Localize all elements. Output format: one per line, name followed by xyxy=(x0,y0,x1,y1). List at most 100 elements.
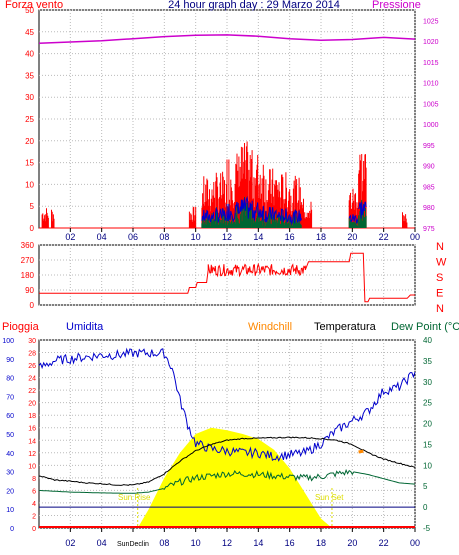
dir-y-tick-label: 180 xyxy=(21,271,35,280)
rain-y-tick-label: 24 xyxy=(28,376,36,383)
wind-x-tick-label: 22 xyxy=(379,232,389,242)
marks-layer xyxy=(38,34,416,528)
temp-x-tick-label: 02 xyxy=(65,538,75,548)
temp-y-tick-label: -5 xyxy=(423,524,431,533)
temp-x-tick-label: 16 xyxy=(285,538,295,548)
wind-x-tick-label: 02 xyxy=(65,232,75,242)
wind-x-tick-label: 18 xyxy=(316,232,326,242)
pressure-y-tick-label: 980 xyxy=(423,205,435,212)
wind-x-tick-label: 04 xyxy=(97,232,107,242)
humidity-y-tick-label: 40 xyxy=(6,451,14,458)
temperature-line xyxy=(38,436,416,486)
humidity-y-tick-label: 0 xyxy=(10,526,14,533)
wind-speed-bars xyxy=(226,203,240,228)
windchill-line xyxy=(358,449,364,454)
wind-speed-bars xyxy=(348,217,360,228)
dir-compass-label: N xyxy=(436,241,444,253)
temp-y-tick-label: 25 xyxy=(423,399,432,408)
humidity-y-tick-label: 10 xyxy=(6,507,14,514)
temp-x-tick-label: 10 xyxy=(191,538,201,548)
wind-x-tick-label: 00 xyxy=(410,232,420,242)
temp-y-tick-label: 35 xyxy=(423,357,432,366)
wind-y-tick-label: 30 xyxy=(25,93,34,102)
wind-x-tick-label: 10 xyxy=(191,232,201,242)
wind-speed-bars xyxy=(239,196,253,228)
temp-y-tick-label: 20 xyxy=(423,420,432,429)
humidity-y-tick-label: 50 xyxy=(6,432,14,439)
wind-y-tick-label: 45 xyxy=(25,28,34,37)
humidity-axis-label: Umidita xyxy=(66,321,104,333)
wind-x-tick-label: 16 xyxy=(285,232,295,242)
wind-average-line xyxy=(348,214,360,224)
wind-y-tick-label: 40 xyxy=(25,50,34,59)
humidity-y-tick-label: 90 xyxy=(6,357,14,364)
sun-x-label: SunDeclin xyxy=(117,541,149,548)
pressure-y-tick-label: 1010 xyxy=(423,81,439,88)
temp-y-tick-label: 10 xyxy=(423,461,432,470)
pressure-y-tick-label: 985 xyxy=(423,184,435,191)
wind-speed-bars xyxy=(201,213,215,228)
wind-average-line xyxy=(226,201,240,223)
pressure-y-tick-label: 1005 xyxy=(423,101,439,108)
humidity-y-tick-label: 20 xyxy=(6,488,14,495)
wind-y-tick-label: 15 xyxy=(25,159,34,168)
dir-compass-label: W xyxy=(436,257,447,269)
wind-gust-bars xyxy=(41,208,49,228)
temp-y-tick-label: 40 xyxy=(423,336,432,345)
temp-x-tick-label: 14 xyxy=(253,538,263,548)
wind-gust-bars xyxy=(402,212,408,228)
wind-y-tick-label: 20 xyxy=(25,137,34,146)
rain-y-tick-label: 18 xyxy=(28,413,36,420)
wind-speed-bars xyxy=(276,208,291,228)
dir-y-tick-label: 90 xyxy=(25,286,34,295)
sun-set-label: Sun Set xyxy=(315,493,344,502)
pressure-y-tick-label: 995 xyxy=(423,143,435,150)
temp-x-tick-label: 00 xyxy=(410,538,420,548)
wind-gust-bars xyxy=(51,209,55,228)
rain-y-tick-label: 26 xyxy=(28,363,36,370)
dewpoint-label: Dew Point (°C xyxy=(391,321,459,333)
rain-y-tick-label: 22 xyxy=(28,388,36,395)
wind-gust-bars xyxy=(301,198,313,228)
temp-y-tick-label: 0 xyxy=(423,503,428,512)
wind-y-tick-label: 50 xyxy=(25,6,34,15)
temp-x-tick-label: 18 xyxy=(316,538,326,548)
pressure-y-tick-label: 975 xyxy=(423,226,435,233)
temp-x-tick-label: 22 xyxy=(379,538,389,548)
wind-speed-bars xyxy=(251,204,266,228)
rain-y-tick-label: 8 xyxy=(32,476,36,483)
rain-y-tick-label: 6 xyxy=(32,488,36,495)
rain-y-tick-label: 12 xyxy=(28,451,36,458)
humidity-y-tick-label: 30 xyxy=(6,470,14,477)
wind-average-line xyxy=(264,207,278,223)
windchill-label: Windchill xyxy=(248,321,292,333)
wind-average-line xyxy=(214,206,228,223)
wind-gust-bars xyxy=(188,206,197,228)
wind-average-line xyxy=(251,200,266,221)
dir-y-tick-label: 0 xyxy=(30,301,35,310)
rain-y-tick-label: 14 xyxy=(28,438,36,445)
pressure-y-tick-label: 1000 xyxy=(423,122,439,129)
rain-y-tick-label: 2 xyxy=(32,513,36,520)
wind-average-line xyxy=(201,209,215,223)
dir-y-tick-label: 360 xyxy=(21,241,35,250)
ticks-layer: 02 04 06 08 10 12 14 16 18 20 22 000510152025303540… xyxy=(2,6,447,548)
humidity-y-tick-label: 80 xyxy=(6,376,14,383)
temp-x-tick-label: 08 xyxy=(159,538,169,548)
pressure-y-tick-label: 990 xyxy=(423,164,435,171)
wind-y-tick-label: 35 xyxy=(25,71,34,80)
dir-compass-label: S xyxy=(436,272,443,284)
pressure-line xyxy=(38,34,416,44)
sun-area xyxy=(137,427,332,528)
wind-x-tick-label: 14 xyxy=(253,232,263,242)
wind-average-line xyxy=(289,209,303,226)
wind-average-line xyxy=(276,208,291,223)
wind-y-tick-label: 0 xyxy=(30,224,35,233)
humidity-y-tick-label: 100 xyxy=(2,338,14,345)
humidity-line xyxy=(38,347,416,462)
temp-x-tick-label: 04 xyxy=(97,538,107,548)
pressure-y-tick-label: 1015 xyxy=(423,60,439,67)
wind-average-line xyxy=(239,195,253,219)
